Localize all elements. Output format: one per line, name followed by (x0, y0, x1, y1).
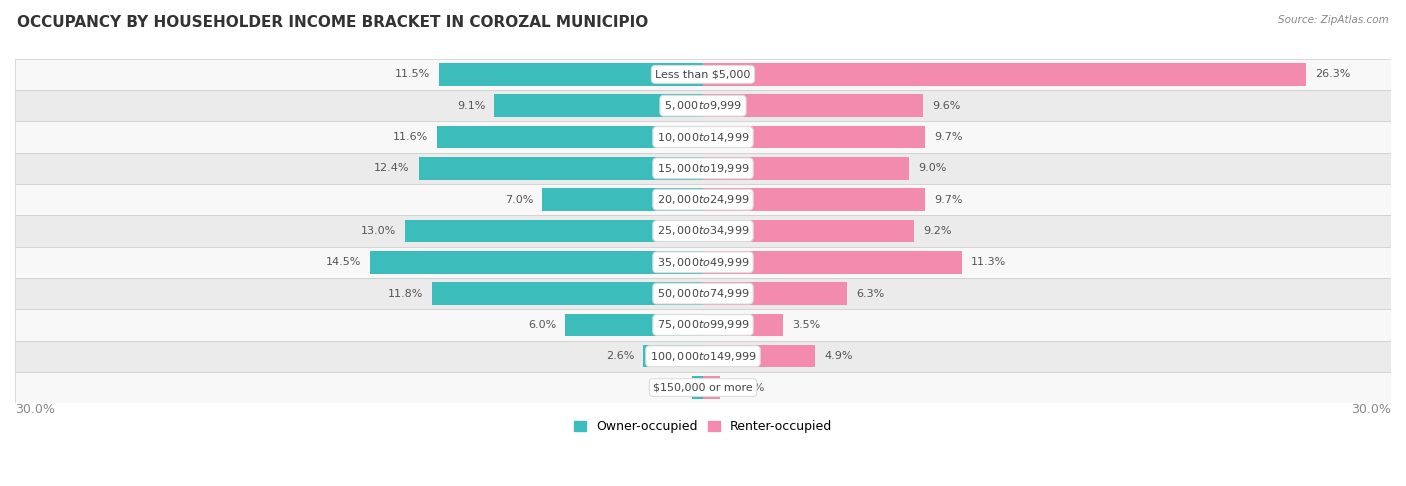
Bar (15, 215, 1391, 246)
Bar (703, 126, 925, 148)
Bar (703, 94, 924, 117)
Text: $50,000 to $74,999: $50,000 to $74,999 (657, 287, 749, 300)
Bar (15, 59, 1391, 90)
Bar (703, 157, 910, 180)
Text: 0.73%: 0.73% (728, 382, 765, 393)
Bar (437, 126, 703, 148)
Text: 0.46%: 0.46% (648, 382, 683, 393)
Bar (703, 313, 783, 336)
Bar (15, 372, 1391, 403)
Text: 9.7%: 9.7% (935, 195, 963, 205)
Bar (644, 345, 703, 367)
Text: $5,000 to $9,999: $5,000 to $9,999 (664, 99, 742, 112)
Legend: Owner-occupied, Renter-occupied: Owner-occupied, Renter-occupied (568, 415, 838, 438)
Text: $150,000 or more: $150,000 or more (654, 382, 752, 393)
Text: OCCUPANCY BY HOUSEHOLDER INCOME BRACKET IN COROZAL MUNICIPIO: OCCUPANCY BY HOUSEHOLDER INCOME BRACKET … (17, 15, 648, 30)
Bar (15, 278, 1391, 309)
Text: 11.5%: 11.5% (395, 69, 430, 79)
Bar (15, 153, 1391, 184)
Text: $100,000 to $149,999: $100,000 to $149,999 (650, 350, 756, 363)
Text: 2.6%: 2.6% (606, 351, 634, 361)
Text: 4.9%: 4.9% (824, 351, 853, 361)
Bar (565, 313, 703, 336)
Text: 12.4%: 12.4% (374, 163, 409, 174)
Bar (15, 184, 1391, 215)
Bar (543, 189, 703, 211)
Bar (433, 282, 703, 305)
Bar (703, 251, 962, 274)
Bar (15, 341, 1391, 372)
Text: 6.3%: 6.3% (856, 289, 884, 298)
Text: Less than $5,000: Less than $5,000 (655, 69, 751, 79)
Text: 13.0%: 13.0% (360, 226, 395, 236)
Text: 30.0%: 30.0% (15, 403, 55, 416)
Bar (370, 251, 703, 274)
Bar (692, 376, 703, 399)
Text: $15,000 to $19,999: $15,000 to $19,999 (657, 162, 749, 175)
Text: 9.7%: 9.7% (935, 132, 963, 142)
Bar (15, 246, 1391, 278)
Text: 26.3%: 26.3% (1316, 69, 1351, 79)
Text: 14.5%: 14.5% (326, 257, 361, 267)
Bar (703, 376, 720, 399)
Text: $35,000 to $49,999: $35,000 to $49,999 (657, 256, 749, 269)
Text: 9.0%: 9.0% (918, 163, 948, 174)
Bar (703, 220, 914, 242)
Text: 11.3%: 11.3% (972, 257, 1007, 267)
Bar (15, 309, 1391, 341)
Bar (405, 220, 703, 242)
Bar (439, 63, 703, 86)
Text: 6.0%: 6.0% (529, 320, 557, 330)
Text: $75,000 to $99,999: $75,000 to $99,999 (657, 318, 749, 331)
Text: 9.1%: 9.1% (457, 101, 485, 111)
Text: 11.6%: 11.6% (392, 132, 427, 142)
Bar (419, 157, 703, 180)
Bar (495, 94, 703, 117)
Text: 11.8%: 11.8% (388, 289, 423, 298)
Bar (703, 63, 1306, 86)
Text: 9.2%: 9.2% (924, 226, 952, 236)
Text: 3.5%: 3.5% (793, 320, 821, 330)
Text: 30.0%: 30.0% (1351, 403, 1391, 416)
Text: $20,000 to $24,999: $20,000 to $24,999 (657, 193, 749, 206)
Text: $10,000 to $14,999: $10,000 to $14,999 (657, 131, 749, 143)
Bar (15, 90, 1391, 122)
Text: $25,000 to $34,999: $25,000 to $34,999 (657, 225, 749, 238)
Text: 9.6%: 9.6% (932, 101, 960, 111)
Bar (703, 345, 815, 367)
Bar (15, 122, 1391, 153)
Bar (703, 282, 848, 305)
Bar (703, 189, 925, 211)
Text: Source: ZipAtlas.com: Source: ZipAtlas.com (1278, 15, 1389, 25)
Text: 7.0%: 7.0% (505, 195, 533, 205)
